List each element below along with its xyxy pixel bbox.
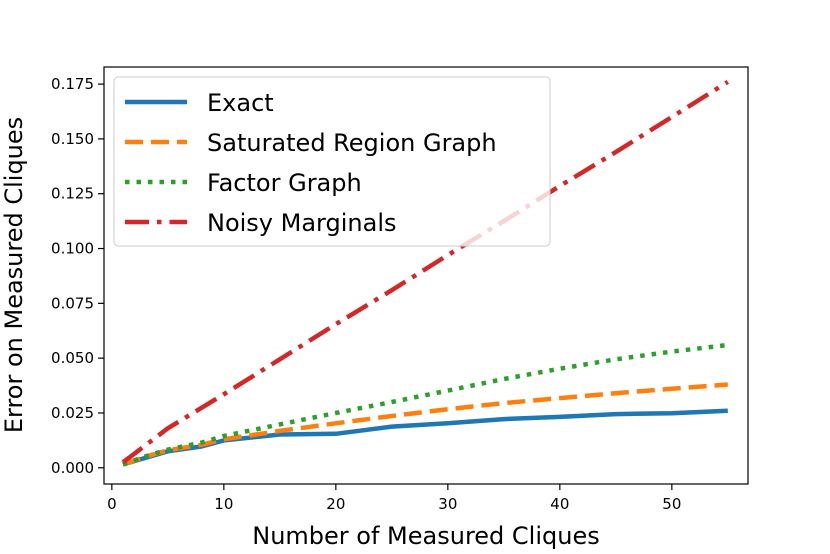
y-axis-title: Error on Measured Cliques <box>0 117 28 433</box>
legend-label-factor-graph: Factor Graph <box>207 169 362 197</box>
series-line-factor-graph <box>122 342 729 467</box>
legend-label-noisy-marginals: Noisy Marginals <box>207 209 397 237</box>
x-axis-ticks: 0 10 20 30 40 50 <box>107 484 681 513</box>
legend-label-saturated-region-graph: Saturated Region Graph <box>207 129 497 157</box>
legend-label-exact: Exact <box>207 89 274 117</box>
y-axis-ticks: 0.000 0.025 0.050 0.075 0.100 0.125 0.150 0.175 <box>51 75 104 477</box>
x-tick-label: 30 <box>438 495 457 513</box>
legend: Exact Saturated Region Graph Factor Grap… <box>113 76 551 247</box>
series-line-noisy-marginals <box>121 79 729 465</box>
y-tick-label: 0.000 <box>51 459 94 477</box>
y-tick-label: 0.150 <box>51 130 94 148</box>
y-tick-label: 0.100 <box>51 240 94 258</box>
y-tick-label: 0.075 <box>51 294 94 312</box>
x-tick-label: 0 <box>107 495 117 513</box>
y-tick-label: 0.175 <box>51 75 94 93</box>
x-tick-label: 20 <box>326 495 345 513</box>
y-tick-label: 0.050 <box>51 349 94 367</box>
x-tick-label: 10 <box>214 495 233 513</box>
legend-box <box>113 76 551 247</box>
series-line-saturated-region-graph <box>122 382 728 467</box>
x-tick-label: 50 <box>662 495 681 513</box>
x-tick-label: 40 <box>550 495 569 513</box>
series-layer <box>121 79 729 467</box>
y-tick-label: 0.125 <box>51 185 94 203</box>
x-axis-title: Number of Measured Cliques <box>252 522 599 550</box>
plot-frame <box>103 66 749 485</box>
y-tick-label: 0.025 <box>51 404 94 422</box>
